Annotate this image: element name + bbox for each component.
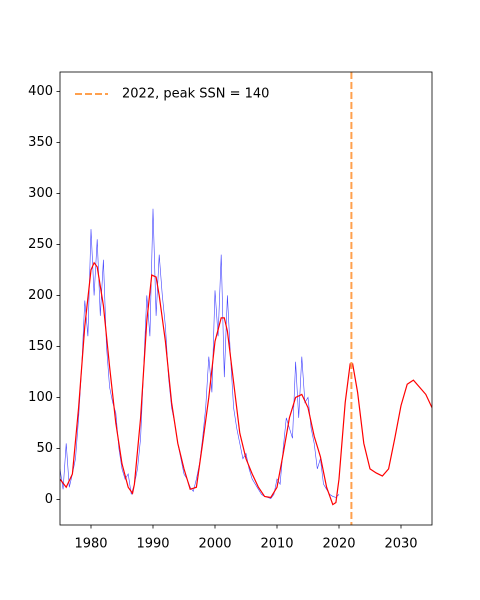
y-tick-label: 0: [45, 492, 53, 507]
legend-label: 2022, peak SSN = 140: [122, 87, 269, 102]
y-tick-label: 150: [28, 339, 53, 354]
x-tick-label: 2020: [322, 537, 355, 552]
x-tick-label: 2030: [384, 537, 417, 552]
y-tick-label: 200: [28, 288, 53, 303]
plot-frame: [59, 71, 433, 526]
y-tick-label: 50: [36, 441, 53, 456]
y-tick-label: 350: [28, 135, 53, 150]
y-tick-label: 100: [28, 390, 53, 405]
x-tick-label: 2010: [260, 537, 293, 552]
y-tick-label: 300: [28, 186, 53, 201]
series-line: [60, 261, 432, 506]
x-tick-label: 2000: [198, 537, 231, 552]
x-tick-label: 1980: [74, 537, 107, 552]
x-tick-label: 1990: [136, 537, 169, 552]
y-tick-label: 250: [28, 237, 53, 252]
series-line: [60, 208, 340, 499]
y-tick-label: 400: [28, 84, 53, 99]
